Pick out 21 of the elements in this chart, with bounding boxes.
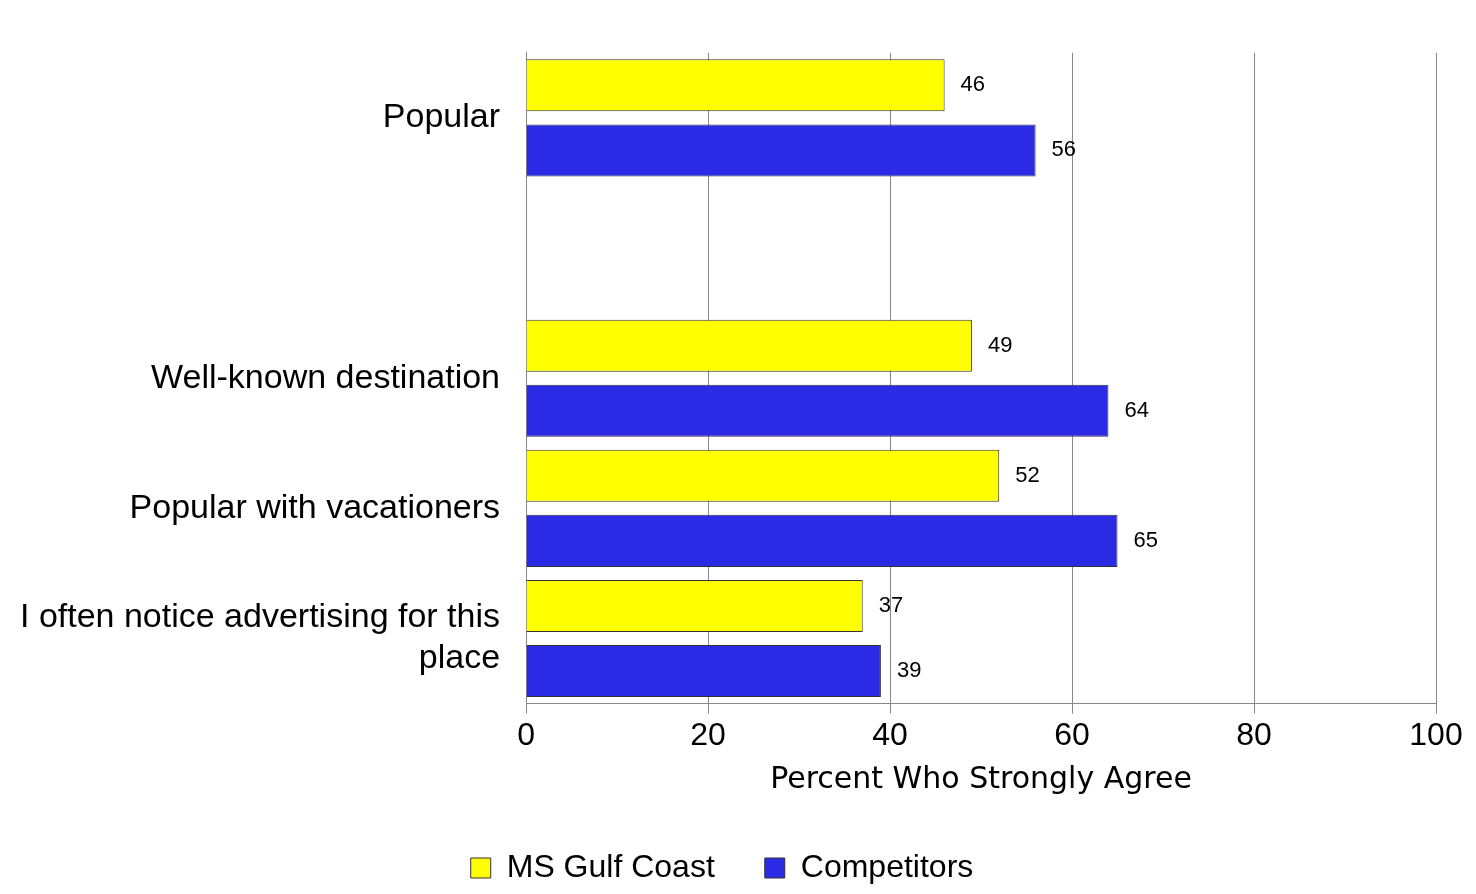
y-tick-label: Well-known destination [151,356,501,395]
data-label: 65 [1133,526,1158,552]
data-label: 37 [878,592,904,618]
data-label: 46 [960,71,986,97]
x-tick-label: 100 [1409,715,1463,752]
x-tick-label: 20 [690,715,726,752]
data-label: 39 [896,657,922,683]
data-label: 52 [1015,461,1040,487]
x-tick-label: 0 [517,715,535,752]
y-tick-label: I often notice advertising for this place [19,596,501,676]
data-label: 49 [987,331,1013,357]
legend-label: Competitors [800,847,974,884]
y-tick-label: Popular [382,96,501,135]
y-tick-label: Popular with vacationers [129,486,501,525]
legend-label: MS Gulf Coast [506,847,715,884]
data-label: 56 [1051,136,1077,162]
x-tick-label: 60 [1054,715,1090,752]
data-label: 64 [1124,396,1149,422]
x-tick-label: 80 [1236,715,1272,752]
x-tick-label: 40 [872,715,908,752]
x-axis-title: Percent Who Strongly Agree [770,759,1192,795]
